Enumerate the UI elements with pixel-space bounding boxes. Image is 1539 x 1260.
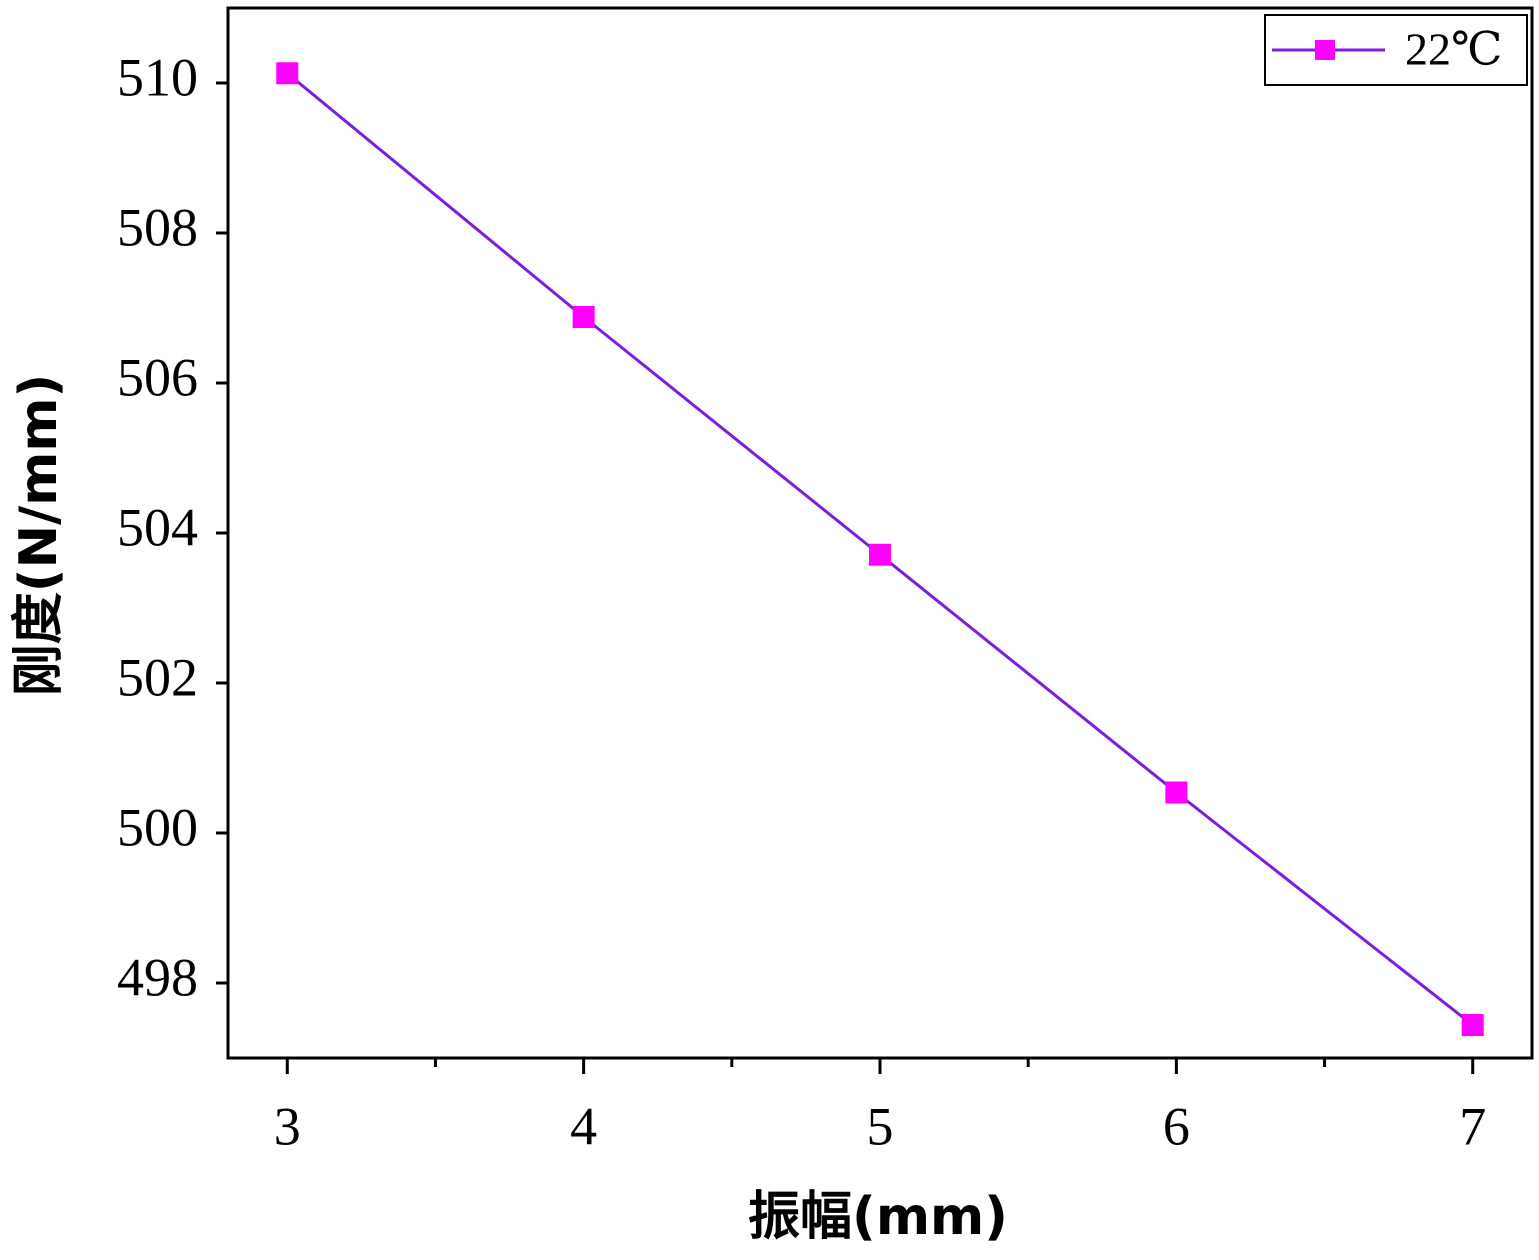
data-point xyxy=(1165,781,1188,804)
y-axis-label: 刚度(N/mm) xyxy=(9,374,69,696)
data-point xyxy=(572,306,595,328)
x-tick-label: 4 xyxy=(570,1096,597,1156)
y-tick-label: 498 xyxy=(117,947,198,1007)
y-tick-label: 500 xyxy=(117,797,198,857)
legend-label: 22℃ xyxy=(1405,24,1502,75)
x-tick-label: 7 xyxy=(1459,1096,1486,1156)
x-tick-label: 6 xyxy=(1163,1096,1190,1156)
y-tick-label: 502 xyxy=(117,647,198,707)
data-point xyxy=(1461,1014,1484,1036)
x-tick-label: 5 xyxy=(867,1096,894,1156)
x-tick-label: 3 xyxy=(274,1096,301,1156)
y-tick-label: 506 xyxy=(117,347,198,407)
y-tick-label: 510 xyxy=(117,47,198,107)
x-axis-label: 振幅(mm) xyxy=(748,1187,1008,1247)
legend-marker xyxy=(1315,40,1335,60)
y-tick-label: 508 xyxy=(117,197,198,257)
data-point xyxy=(276,62,299,85)
y-tick-label: 504 xyxy=(117,497,198,557)
data-point xyxy=(869,543,891,566)
plot-frame xyxy=(226,6,1534,1060)
